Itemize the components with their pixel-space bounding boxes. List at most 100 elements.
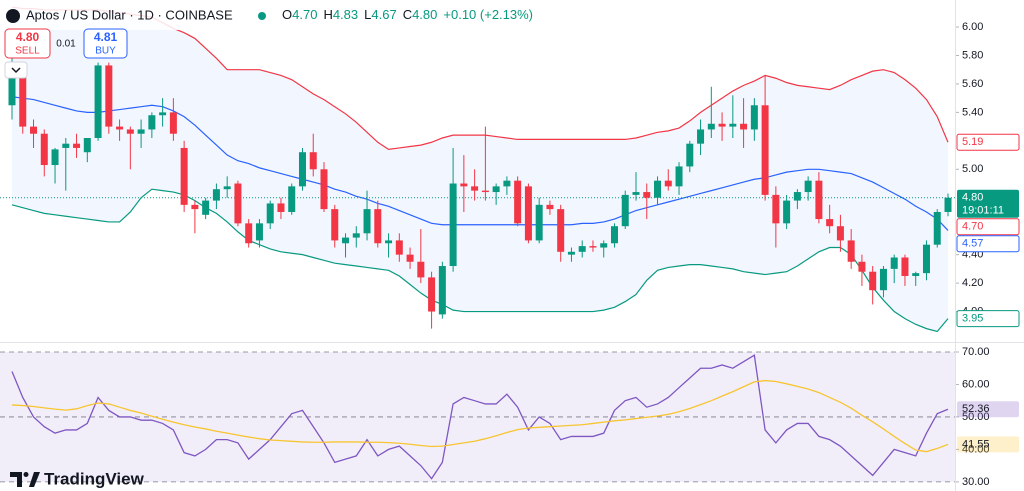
rsi-tick-label: 60.00	[962, 378, 990, 390]
candle-body	[266, 203, 274, 224]
candle-body	[761, 105, 769, 195]
candle-body	[675, 166, 683, 187]
candle-body	[374, 209, 382, 244]
band-line	[11, 188, 949, 333]
candle-body	[126, 129, 134, 134]
y-tick-label: 5.40	[962, 106, 983, 118]
candle-body	[664, 180, 672, 187]
ohlc-legend: O4.70 H4.83 L4.67 C4.80 +0.10 (+2.13%)	[282, 7, 533, 22]
candle-body	[578, 246, 586, 252]
candle-body	[298, 152, 306, 187]
candle-body	[309, 152, 317, 170]
candle-body	[890, 257, 898, 269]
candle-body	[331, 209, 339, 241]
price-badge	[956, 218, 1020, 236]
candle-body	[836, 226, 844, 241]
candle-body	[654, 180, 662, 198]
buy-button[interactable]	[83, 28, 128, 59]
plot-layer: 4.004.204.405.005.405.605.806.005.194.80…	[0, 6, 1020, 488]
candle-body	[449, 183, 457, 267]
price-badge-label: 4.57	[962, 238, 983, 250]
candle-body	[471, 186, 479, 191]
rsi-line	[11, 354, 949, 480]
ohlc-value: 4.67	[371, 7, 396, 22]
candle-body	[933, 211, 941, 245]
buy-label[interactable]: BUY	[95, 46, 116, 57]
candle-body	[944, 197, 952, 212]
sell-button[interactable]	[4, 28, 51, 59]
ohlc-value: 4.70	[292, 7, 317, 22]
y-tick-label: 5.60	[962, 78, 983, 90]
candle-body	[546, 204, 554, 210]
rsi-tick-label: 70.00	[962, 346, 990, 358]
candle-body	[62, 143, 70, 148]
candle-body	[277, 203, 285, 212]
candle-body	[481, 190, 489, 193]
candle-body	[524, 186, 532, 241]
ohlc-value: 4.83	[333, 7, 358, 22]
ohlc-value: 4.80	[412, 7, 437, 22]
candle-body	[632, 192, 640, 195]
candle-body	[783, 200, 791, 224]
price-badge-label: 3.95	[962, 313, 983, 325]
candle-body	[19, 69, 27, 127]
candle-body	[342, 237, 350, 244]
price-badge-time: 19:01:11	[962, 205, 1004, 217]
candle-body	[94, 65, 102, 138]
candle-body	[815, 180, 823, 220]
candle-body	[707, 123, 715, 130]
ohlc-key: O	[282, 7, 292, 22]
price-badge	[957, 401, 1019, 418]
candle-body	[621, 194, 629, 227]
candle-body	[718, 123, 726, 127]
candle-body	[567, 251, 575, 255]
candle-body	[772, 194, 780, 224]
y-tick-label: 5.80	[962, 49, 983, 61]
candle-body	[212, 189, 220, 201]
candle-body	[417, 261, 425, 278]
candle-body	[460, 183, 468, 187]
symbol-title: Aptos / US Dollar · 1D · COINBASE	[26, 7, 233, 22]
candle-body	[363, 209, 371, 234]
candle-body	[223, 186, 231, 190]
candle-body	[600, 243, 608, 248]
candle-body	[191, 204, 199, 210]
price-badge-label: 5.19	[962, 136, 983, 148]
candle-body	[137, 129, 145, 134]
candle-body	[804, 180, 812, 193]
brand-name: TradingView	[44, 469, 145, 488]
candle-body	[105, 65, 113, 127]
ohlc-key: L	[364, 7, 371, 22]
rsi-line	[11, 379, 949, 453]
ohlc-change: +0.10 (+2.13%)	[443, 7, 533, 22]
price-badge	[956, 310, 1020, 328]
price-badge-label: 41.55	[962, 438, 990, 450]
brand-logo	[10, 472, 40, 487]
buy-price[interactable]: 4.81	[94, 30, 118, 44]
price-badge-label: 4.70	[962, 221, 983, 233]
symbol-icon	[6, 9, 20, 23]
candle-body	[255, 223, 263, 241]
candle-body	[847, 240, 855, 262]
header-bg	[0, 2, 540, 30]
price-badge	[956, 235, 1020, 253]
candle-body	[116, 126, 124, 130]
candle-body	[406, 254, 414, 262]
candle-body	[352, 233, 360, 238]
y-tick-label: 6.00	[962, 21, 983, 33]
candle-body	[826, 219, 834, 227]
candle-body	[30, 126, 38, 134]
candle-body	[557, 209, 565, 252]
candle-body	[610, 226, 618, 244]
price-badge	[957, 436, 1019, 453]
candle-body	[169, 112, 177, 134]
spread: 0.01	[56, 39, 76, 50]
candle-body	[51, 149, 59, 166]
candle-body	[922, 244, 930, 274]
candle-body	[320, 169, 328, 210]
sell-price[interactable]: 4.80	[16, 30, 40, 44]
collapse-button[interactable]	[4, 61, 28, 79]
candle-body	[535, 204, 543, 241]
sell-label[interactable]: SELL	[15, 46, 40, 57]
